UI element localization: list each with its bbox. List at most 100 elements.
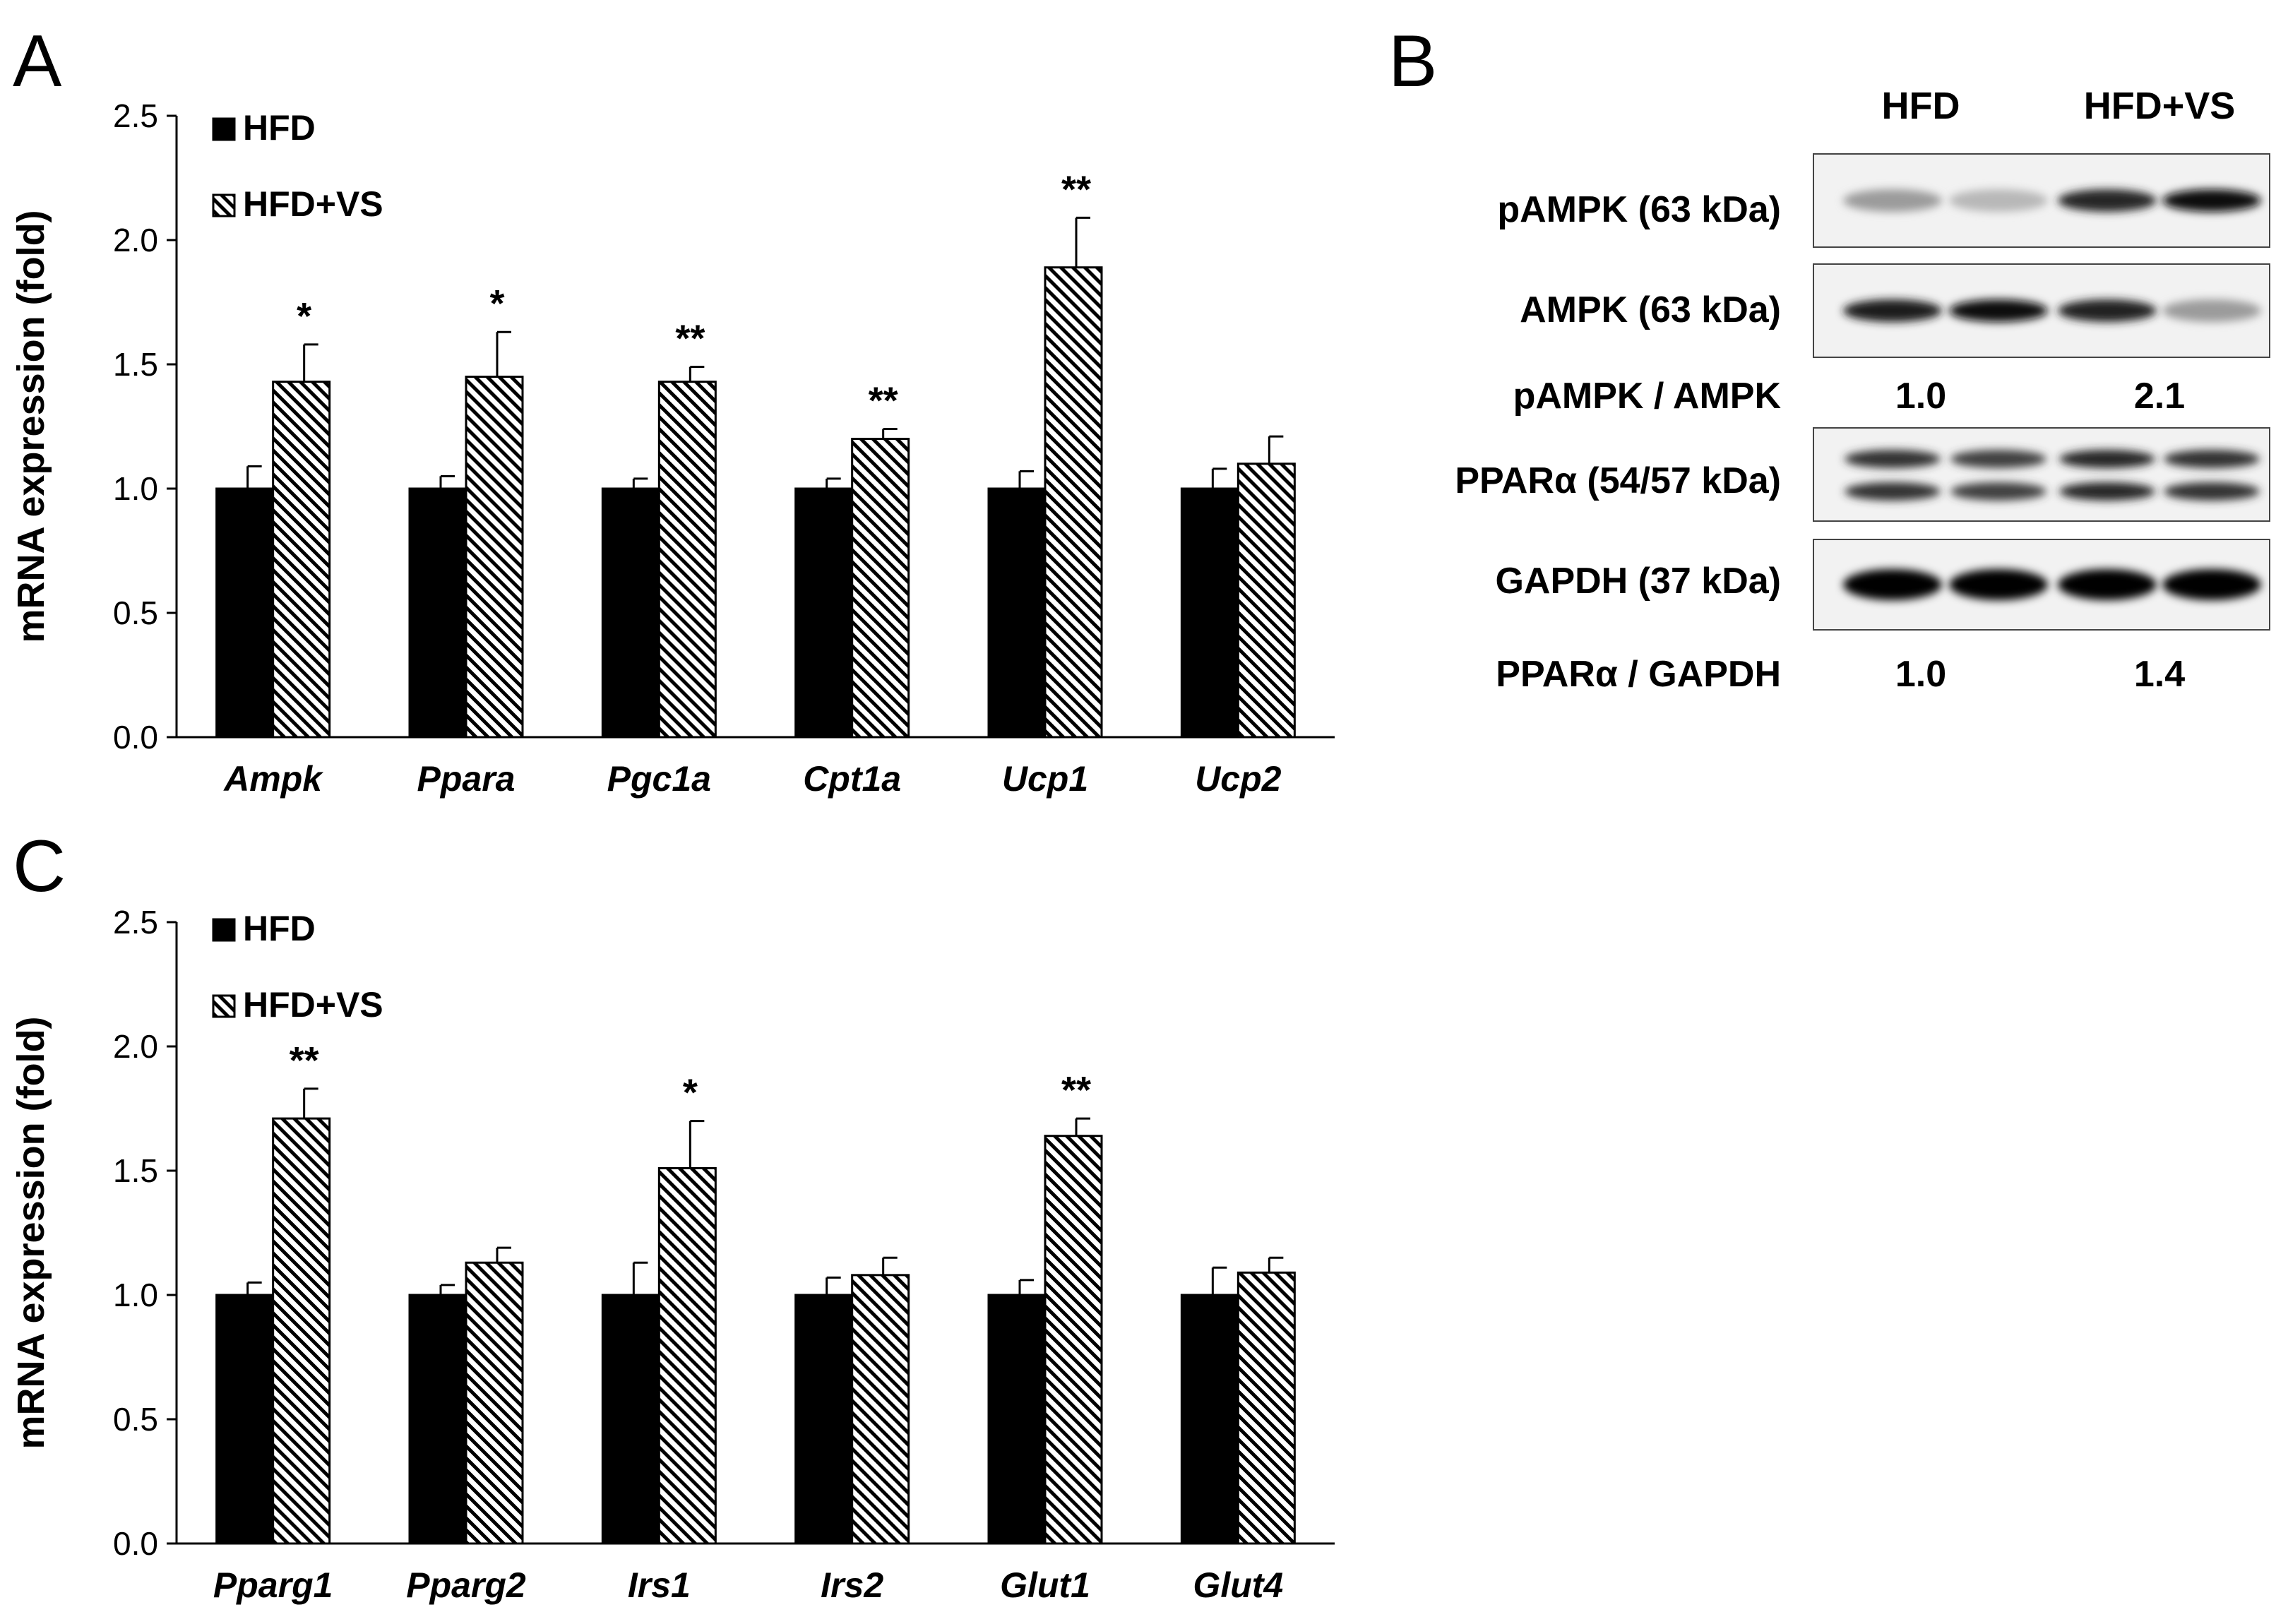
- chart-c-y-tick-label: 1.5: [113, 1152, 158, 1189]
- bar-hfd-ucp2: [1180, 487, 1239, 739]
- blot-band-ampk-63-kda-lane-3: [2058, 299, 2157, 322]
- bar-hfd-vs-cpt1a: [851, 438, 910, 739]
- chart-c-y-tick-label: 2.0: [113, 1028, 158, 1065]
- blot-row-label-gapdh-37-kda: GAPDH (37 kDa): [1495, 561, 1781, 602]
- bar-hfd-glut4: [1180, 1294, 1239, 1545]
- bar-hfd-pparg2: [408, 1294, 467, 1545]
- blot-band-pampk-63-kda-lane-4: [2162, 189, 2261, 212]
- chart-c-axes: 0.0 0.5 1.0 1.5 2.0 2.5: [113, 904, 1335, 1562]
- blot-band-lower-ppar-54-57-kda-lane-2: [1950, 482, 2046, 501]
- significance-glut1: **: [1061, 1069, 1091, 1111]
- blot-band-gapdh-37-kda-lane-4: [2162, 569, 2261, 600]
- blot-ratio-ppar-gapdh-hfd-vs: 1.4: [2134, 654, 2185, 695]
- bar-hfd-vs-ucp2: [1237, 462, 1296, 739]
- category-label-glut4: Glut4: [1193, 1565, 1283, 1605]
- blot-band-pampk-63-kda-lane-3: [2058, 189, 2157, 212]
- blot-band-upper-ppar-54-57-kda-lane-2: [1950, 450, 2046, 468]
- chart-a-axes: 0.0 0.5 1.0 1.5 2.0 2.5: [113, 97, 1335, 756]
- category-label-ampk: Ampk: [222, 759, 323, 799]
- bar-hfd-irs1: [601, 1294, 660, 1545]
- chart-a-y-tick-label: 1.0: [113, 470, 158, 507]
- bar-hfd-vs-ppara: [465, 376, 524, 739]
- category-label-pparg2: Pparg2: [406, 1565, 526, 1605]
- blot-band-gapdh-37-kda-lane-2: [1949, 569, 2048, 600]
- blot-row-label-pampk-ampk: pAMPK / AMPK: [1513, 376, 1782, 417]
- chart-c: 0.0 0.5 1.0 1.5 2.0 2.5 mRNA expression (fold…: [10, 904, 1335, 1605]
- blot-band-upper-ppar-54-57-kda-lane-3: [2059, 450, 2155, 468]
- bar-hfd-irs2: [794, 1294, 854, 1545]
- category-label-irs2: Irs2: [821, 1565, 883, 1605]
- bar-hfd-vs-pgc1a: [657, 381, 717, 739]
- chart-a-y-tick-label: 2.5: [113, 97, 158, 134]
- chart-a-y-tick-label: 0.5: [113, 595, 158, 631]
- legend-swatch-hfd: [212, 117, 236, 141]
- blot-ratio-ppar-gapdh-hfd: 1.0: [1895, 654, 1946, 695]
- category-label-pparg1: Pparg1: [213, 1565, 333, 1605]
- category-label-ucp1: Ucp1: [1002, 759, 1088, 799]
- category-label-ucp2: Ucp2: [1195, 759, 1281, 799]
- legend-swatch-hfd-vs: [212, 193, 236, 217]
- blot-band-lower-ppar-54-57-kda-lane-4: [2164, 482, 2260, 501]
- chart-a-y-axis-label: mRNA expression (fold): [10, 210, 52, 643]
- bar-hfd-vs-pparg2: [465, 1261, 524, 1545]
- panel-letter-b: B: [1388, 20, 1437, 102]
- bar-hfd-vs-glut1: [1044, 1135, 1103, 1545]
- blot-ratio-pampk-ampk-hfd-vs: 2.1: [2134, 376, 2185, 417]
- category-label-pgc1a: Pgc1a: [607, 759, 711, 799]
- blot-row-label-ppar-gapdh: PPARα / GAPDH: [1496, 654, 1781, 695]
- bar-hfd-vs-pparg1: [272, 1117, 331, 1545]
- blot-group-hfd-vs: HFD+VS: [2084, 85, 2236, 127]
- chart-a-bars: [215, 216, 1296, 739]
- significance-irs1: *: [683, 1072, 698, 1114]
- chart-c-labels: mRNA expression (fold) ** Pparg1 Pparg2 * Irs…: [10, 909, 1283, 1605]
- category-label-cpt1a: Cpt1a: [803, 759, 901, 799]
- panel-letter-c: C: [13, 825, 66, 907]
- panel-letter-a: A: [13, 20, 62, 102]
- western-blot-panel: HFD HFD+VS pAMPK (63 kDa) AMPK (63 kDa) pAMP…: [1455, 85, 2270, 695]
- legend-label-hfd-vs: HFD+VS: [243, 184, 383, 224]
- blot-band-pampk-63-kda-lane-2: [1949, 189, 2048, 212]
- significance-cpt1a: **: [869, 380, 898, 422]
- category-label-glut1: Glut1: [1000, 1565, 1090, 1605]
- blot-group-hfd: HFD: [1882, 85, 1960, 127]
- chart-c-y-tick-label: 0.0: [113, 1525, 158, 1562]
- significance-ucp1: **: [1061, 168, 1091, 210]
- blot-band-gapdh-37-kda-lane-3: [2058, 569, 2157, 600]
- chart-c-y-axis-label: mRNA expression (fold): [10, 1016, 52, 1449]
- blot-row-label-ppar-54-57-kda: PPARα (54/57 kDa): [1455, 460, 1781, 501]
- legend-label-hfd: HFD: [243, 108, 316, 148]
- blot-row-label-pampk-63-kda: pAMPK (63 kDa): [1497, 189, 1781, 230]
- blot-band-upper-ppar-54-57-kda-lane-4: [2164, 450, 2260, 468]
- blot-band-ampk-63-kda-lane-2: [1949, 299, 2048, 322]
- bar-hfd-vs-irs1: [657, 1166, 717, 1545]
- chart-c-y-tick-label: 1.0: [113, 1277, 158, 1313]
- bar-hfd-pparg1: [215, 1294, 275, 1545]
- significance-ampk: *: [297, 295, 311, 338]
- blot-ratio-pampk-ampk-hfd: 1.0: [1895, 376, 1946, 417]
- bar-hfd-pgc1a: [601, 487, 660, 739]
- blot-row-label-ampk-63-kda: AMPK (63 kDa): [1520, 289, 1781, 330]
- legend-swatch-hfd-vs: [212, 994, 236, 1018]
- bar-hfd-vs-ucp1: [1044, 266, 1103, 739]
- legend-label-hfd-vs: HFD+VS: [243, 985, 383, 1025]
- bar-hfd-ucp1: [987, 487, 1047, 739]
- blot-band-gapdh-37-kda-lane-1: [1843, 569, 1942, 600]
- bar-hfd-cpt1a: [794, 487, 854, 739]
- blot-band-ampk-63-kda-lane-4: [2162, 299, 2261, 322]
- bar-hfd-vs-irs2: [851, 1274, 910, 1545]
- bar-hfd-ppara: [408, 487, 467, 739]
- chart-c-y-tick-label: 0.5: [113, 1401, 158, 1438]
- chart-a-y-tick-label: 1.5: [113, 346, 158, 383]
- chart-c-y-tick-label: 2.5: [113, 904, 158, 941]
- bar-hfd-vs-glut4: [1237, 1271, 1296, 1545]
- bar-hfd-vs-ampk: [272, 381, 331, 739]
- significance-pgc1a: **: [675, 318, 705, 360]
- significance-ppara: *: [489, 282, 504, 325]
- chart-a-y-tick-label: 2.0: [113, 222, 158, 258]
- bar-hfd-glut1: [987, 1294, 1047, 1545]
- chart-a-y-tick-label: 0.0: [113, 719, 158, 756]
- legend-swatch-hfd: [212, 918, 236, 942]
- chart-c-bars: [215, 1087, 1296, 1545]
- category-label-irs1: Irs1: [628, 1565, 691, 1605]
